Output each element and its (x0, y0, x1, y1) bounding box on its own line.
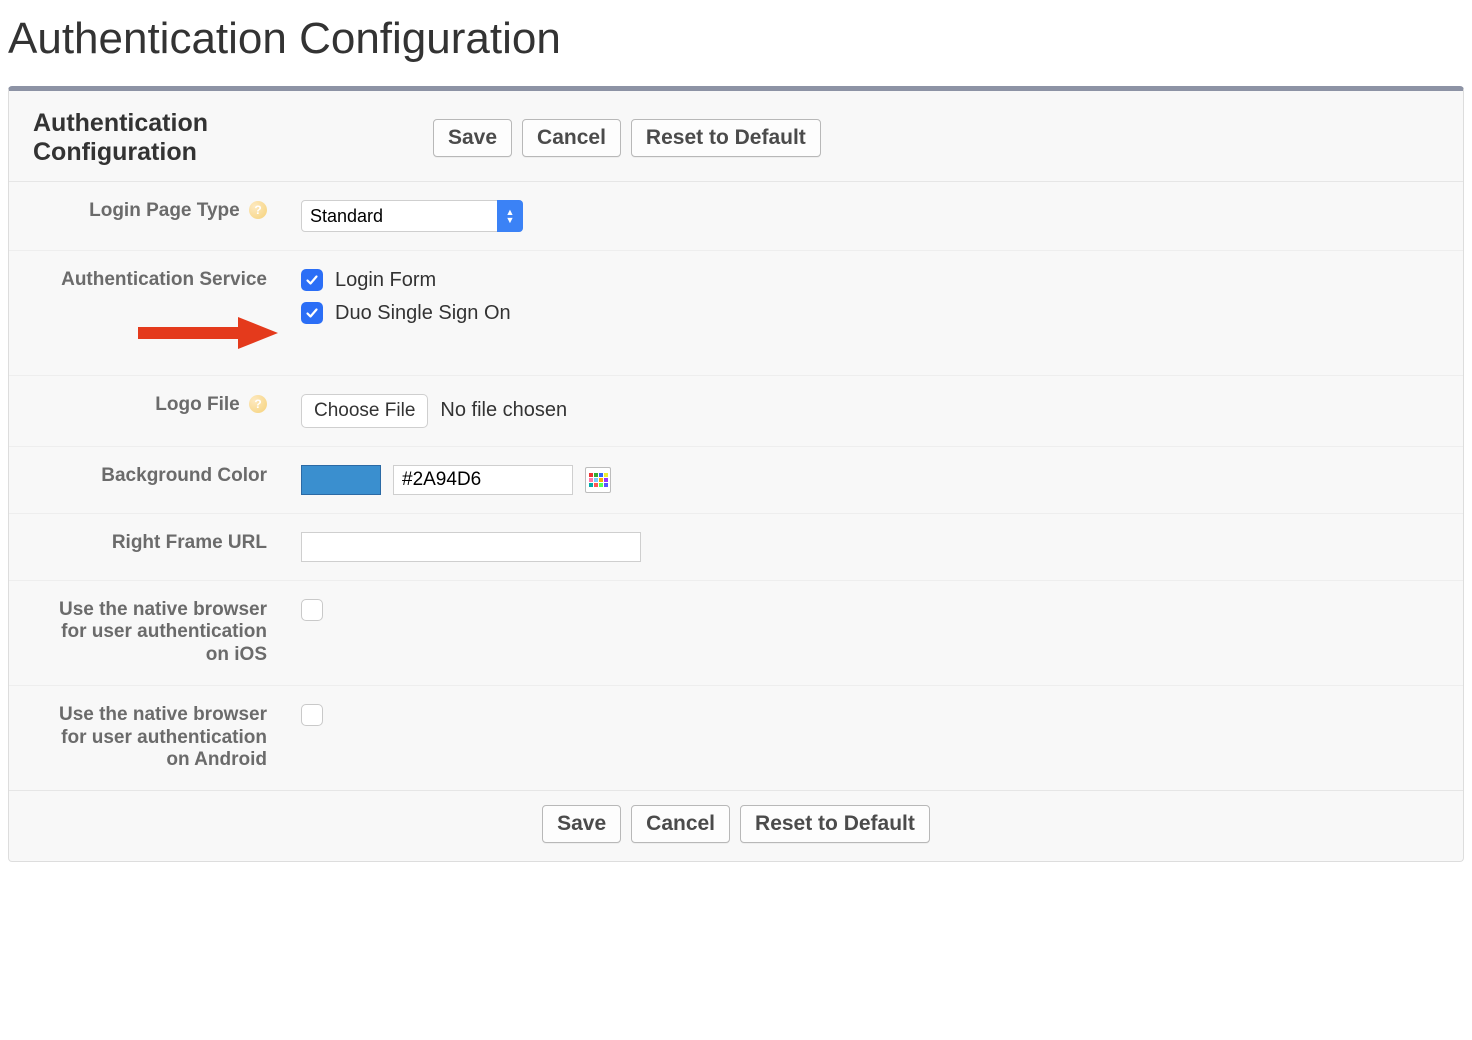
right-frame-url-input[interactable] (301, 532, 641, 562)
header-button-row: Save Cancel Reset to Default (433, 119, 821, 157)
save-button[interactable]: Save (433, 119, 512, 157)
form-body: Login Page Type ? Standard ▲▼ Authentica… (9, 182, 1463, 791)
label-login-page-type: Login Page Type ? (33, 200, 273, 223)
background-color-swatch (301, 465, 381, 495)
color-picker-button[interactable] (585, 467, 611, 493)
checkbox-label-login-form: Login Form (335, 269, 436, 292)
login-page-type-select[interactable]: Standard (301, 200, 523, 232)
label-native-ios: Use the native browser for user authenti… (33, 599, 273, 667)
config-panel: Authentication Configuration Save Cancel… (8, 86, 1464, 862)
panel-header: Authentication Configuration Save Cancel… (9, 91, 1463, 182)
row-logo-file: Logo File ? Choose File No file chosen (9, 376, 1463, 447)
cancel-button-footer[interactable]: Cancel (631, 805, 730, 843)
reset-to-default-button[interactable]: Reset to Default (631, 119, 821, 157)
annotation-arrow-icon (138, 313, 288, 353)
row-login-page-type: Login Page Type ? Standard ▲▼ (9, 182, 1463, 251)
auth-service-option-duo-sso: Duo Single Sign On (301, 302, 511, 325)
login-page-type-select-wrap: Standard ▲▼ (301, 200, 523, 232)
row-right-frame-url: Right Frame URL (9, 514, 1463, 581)
checkbox-duo-sso[interactable] (301, 302, 323, 324)
background-color-input[interactable] (393, 465, 573, 495)
row-native-android: Use the native browser for user authenti… (9, 686, 1463, 790)
cancel-button[interactable]: Cancel (522, 119, 621, 157)
label-logo-file: Logo File ? (33, 394, 273, 417)
page-title: Authentication Configuration (8, 14, 1464, 64)
auth-service-option-login-form: Login Form (301, 269, 436, 292)
row-background-color: Background Color (9, 447, 1463, 514)
color-grid-icon (589, 473, 608, 487)
label-right-frame-url: Right Frame URL (33, 532, 273, 555)
checkbox-native-android[interactable] (301, 704, 323, 726)
checkbox-label-duo-sso: Duo Single Sign On (335, 302, 511, 325)
row-auth-service: Authentication Service Login Form Duo Si… (9, 251, 1463, 376)
panel-title: Authentication Configuration (33, 109, 363, 167)
choose-file-button[interactable]: Choose File (301, 394, 428, 428)
reset-to-default-button-footer[interactable]: Reset to Default (740, 805, 930, 843)
help-icon[interactable]: ? (249, 201, 267, 219)
save-button-footer[interactable]: Save (542, 805, 621, 843)
row-native-ios: Use the native browser for user authenti… (9, 581, 1463, 686)
help-icon[interactable]: ? (249, 395, 267, 413)
footer-button-row: Save Cancel Reset to Default (542, 805, 930, 843)
label-auth-service: Authentication Service (33, 269, 273, 292)
label-background-color: Background Color (33, 465, 273, 488)
checkbox-native-ios[interactable] (301, 599, 323, 621)
checkbox-login-form[interactable] (301, 269, 323, 291)
file-chosen-status: No file chosen (440, 399, 567, 422)
panel-footer: Save Cancel Reset to Default (9, 790, 1463, 861)
label-native-android: Use the native browser for user authenti… (33, 704, 273, 772)
